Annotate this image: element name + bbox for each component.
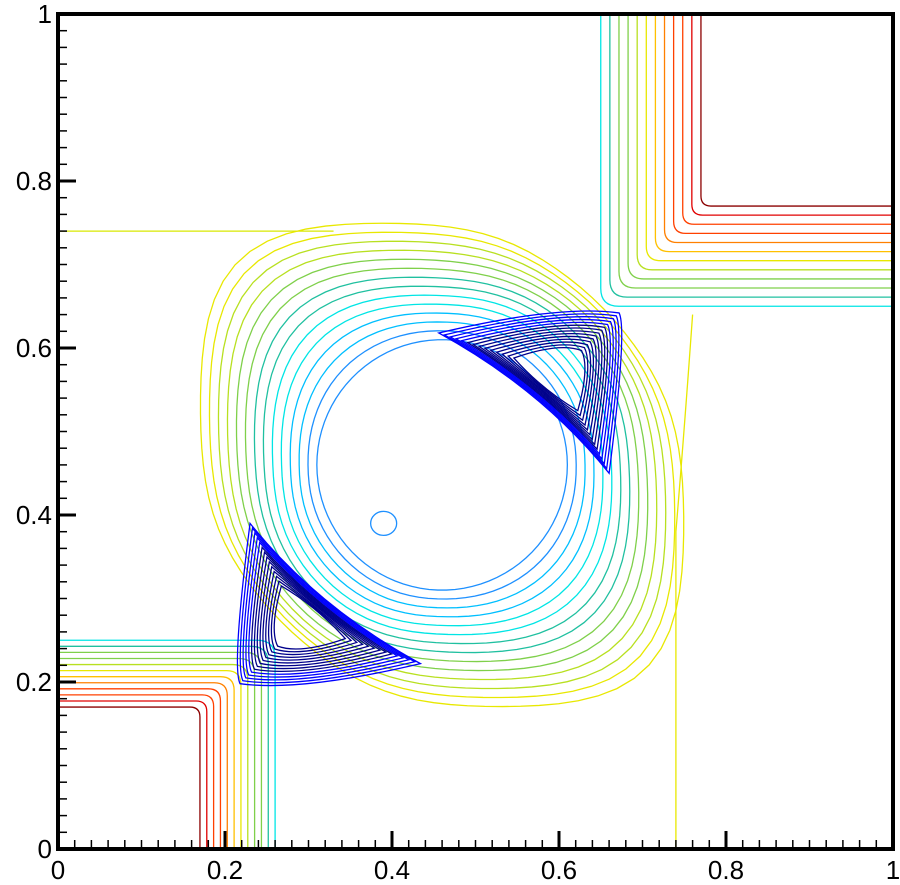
contour-line [242,531,411,681]
contour-line [267,575,359,656]
y-tick-label: 0 [38,834,52,864]
contour-line [298,321,586,609]
contour-line [250,546,394,673]
contour-line [273,584,347,650]
contour-line [262,285,622,645]
contour-line [495,338,595,427]
contour-line [627,14,893,280]
contour-line [262,565,370,661]
contour-line [460,321,612,456]
y-tick-label: 0.4 [16,500,52,530]
contour-line [700,14,893,207]
contour-line [477,330,603,441]
contour-line [245,536,405,678]
contour-line [609,14,893,298]
contour-line [58,706,201,849]
contour-line [645,14,893,262]
contour-line [675,314,694,849]
contour-line [58,651,263,849]
contour-line [682,14,893,225]
contour-line [618,14,893,289]
contour-line [271,294,613,636]
x-tick-label: 0.8 [708,855,744,885]
y-tick-label: 0.6 [16,333,52,363]
contour-line [506,344,589,417]
contour-line [58,688,222,849]
contour-line [58,639,276,849]
contour-line [654,14,893,253]
contour-line [466,324,609,451]
contour-line [672,14,893,235]
contour-line [253,276,631,654]
contour-line [208,231,676,699]
contour-line [448,316,617,466]
contour-line [454,318,614,461]
contour-line [471,327,606,446]
contour-line [436,310,623,475]
contour-line [199,222,685,708]
contour-line [501,341,592,422]
contour-line [58,676,235,849]
y-tick-label: 0.2 [16,667,52,697]
contour-line [280,303,604,627]
x-tick-label: 1 [886,855,900,885]
contour-line [636,14,893,271]
contour-line [58,700,208,849]
x-tick-label: 0.2 [207,855,243,885]
x-tick-label: 0 [51,855,65,885]
y-tick-label: 0.8 [16,166,52,196]
contour-line [244,267,640,663]
contour-line [259,560,376,664]
contour-lines [58,14,893,849]
contour-line [236,521,423,687]
y-tick-label: 1 [38,0,52,29]
contour-line [235,258,649,672]
contour-line [691,14,893,216]
contour-line [307,330,577,600]
contour-line [270,580,353,653]
contour-line [489,335,597,432]
contour-line [600,14,893,307]
contour-line [239,526,417,684]
x-tick-label: 0.4 [374,855,410,885]
contour-line [58,663,249,849]
contour-line [483,333,600,437]
contour-line [369,510,398,536]
contour-line [442,313,620,471]
contour-line [58,657,256,849]
contour-line [663,14,893,244]
contour-line [248,541,399,675]
contour-line [58,694,215,849]
contour-line [58,682,228,849]
contour-line [265,570,364,658]
contour-line [512,346,586,412]
contour-line [256,555,382,667]
contour-line [217,240,667,690]
contour-line [226,249,658,681]
contour-line [253,550,388,670]
axes: 0 0.2 0.4 0.6 0.8 1 0 0.2 0.4 0.6 0.8 1 [16,0,900,885]
x-tick-label: 0.6 [541,855,577,885]
plot-frame [56,12,895,851]
